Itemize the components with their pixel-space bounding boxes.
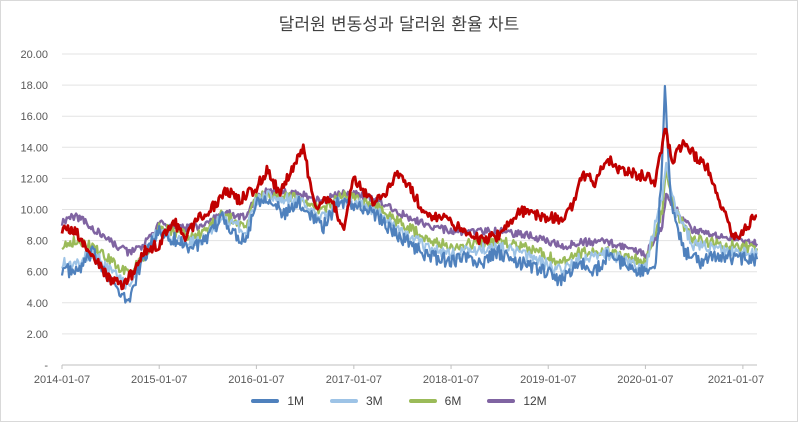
gridlines xyxy=(62,53,757,366)
legend-label: 12M xyxy=(523,394,547,408)
series-line-1m xyxy=(60,84,759,304)
series-lines xyxy=(60,84,759,304)
y-tick-label: 16.00 xyxy=(20,111,48,123)
y-axis-ticks: - 2.00 4.00 6.00 8.00 10.00 12.00 14.00 16.00 18.… xyxy=(20,49,48,372)
y-tick-label: 2.00 xyxy=(27,329,48,341)
legend-item-6m: 6M xyxy=(408,394,462,408)
y-tick-label: 4.00 xyxy=(27,298,48,310)
y-tick-label: 8.00 xyxy=(27,236,48,248)
x-tick-label: 2018-01-07 xyxy=(423,374,479,386)
legend-label: 3M xyxy=(365,394,383,408)
x-axis-ticks: 2014-01-07 2015-01-07 2016-01-07 2017-01-07… xyxy=(34,365,764,386)
legend-label: 6M xyxy=(444,394,462,408)
legend-item-3m: 3M xyxy=(329,394,383,408)
y-tick-label: 12.00 xyxy=(20,173,48,185)
y-tick-label: - xyxy=(44,360,48,372)
x-tick-label: 2015-01-07 xyxy=(131,374,187,386)
y-tick-label: 18.00 xyxy=(20,80,48,92)
legend: 1M 3M 6M 12M xyxy=(0,394,798,408)
legend-item-12m: 12M xyxy=(487,394,547,408)
x-tick-label: 2019-01-07 xyxy=(520,374,576,386)
legend-swatch xyxy=(251,399,280,403)
legend-swatch xyxy=(408,399,437,403)
x-tick-label: 2014-01-07 xyxy=(34,374,90,386)
y-tick-label: 20.00 xyxy=(20,49,48,61)
x-tick-label: 2020-01-07 xyxy=(617,374,673,386)
chart-title: 달러원 변동성과 달러원 환율 차트 xyxy=(278,15,520,35)
x-tick-label: 2016-01-07 xyxy=(228,374,284,386)
legend-swatch xyxy=(329,399,358,403)
y-tick-label: 6.00 xyxy=(27,267,48,279)
y-tick-label: 10.00 xyxy=(20,205,48,217)
x-tick-label: 2021-01-07 xyxy=(708,374,764,386)
x-tick-label: 2017-01-07 xyxy=(326,374,382,386)
line-chart: - 2.00 4.00 6.00 8.00 10.00 12.00 14.00 16.00 18.… xyxy=(20,49,764,386)
legend-item-1m: 1M xyxy=(251,394,304,408)
y-tick-label: 14.00 xyxy=(20,142,48,154)
series-line-usdkrw xyxy=(60,127,758,291)
legend-swatch xyxy=(487,399,516,403)
legend-label: 1M xyxy=(287,394,304,408)
